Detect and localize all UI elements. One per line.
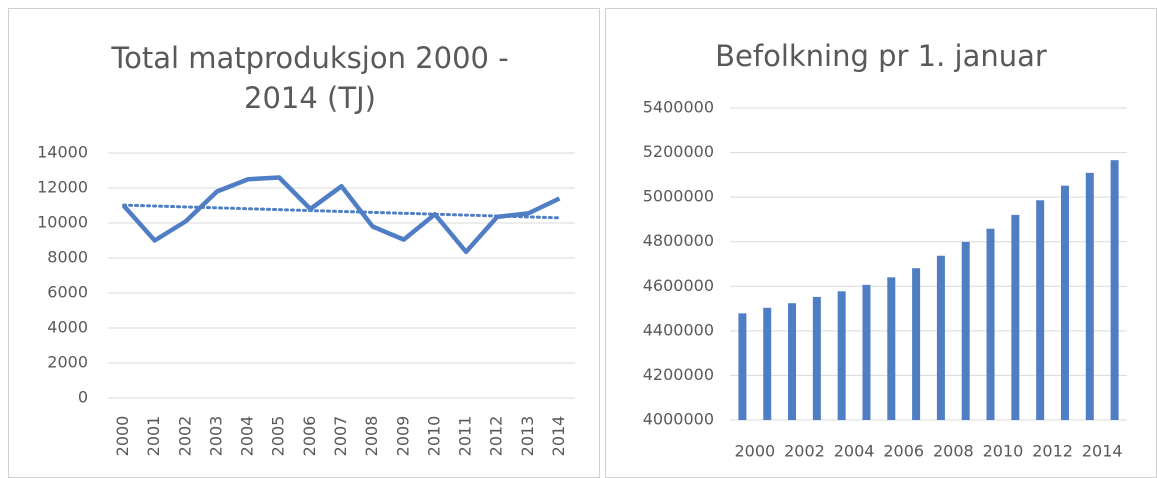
bar [961, 241, 970, 420]
x-tick-label: 2002 [784, 442, 825, 461]
bar [812, 296, 821, 420]
y-tick-label: 8000 [47, 248, 88, 267]
y-tick-label: 10000 [37, 213, 88, 232]
x-tick-label: 2000 [113, 416, 132, 457]
bar [837, 291, 846, 420]
y-tick-label: 4400000 [643, 320, 714, 339]
y-tick-label: 12000 [37, 178, 88, 197]
x-tick-label: 2000 [734, 442, 775, 461]
x-tick-label: 2012 [1032, 442, 1073, 461]
bar [763, 307, 772, 420]
x-tick-label: 2012 [487, 416, 506, 457]
y-tick-label: 14000 [37, 143, 88, 162]
x-tick-label: 2011 [456, 416, 475, 457]
bar [986, 228, 995, 420]
bar [1060, 185, 1069, 420]
x-tick-label: 2014 [549, 416, 568, 457]
x-tick-label: 2001 [144, 416, 163, 457]
x-tick-label: 2007 [331, 416, 350, 457]
y-tick-label: 5000000 [643, 187, 714, 206]
x-tick-label: 2010 [424, 416, 443, 457]
x-tick-label: 2008 [362, 416, 381, 457]
bar [738, 313, 747, 420]
x-tick-label: 2009 [393, 416, 412, 457]
x-tick-label: 2014 [1082, 442, 1123, 461]
x-tick-label: 2004 [238, 416, 257, 457]
trendline [122, 203, 561, 220]
y-tick-label: 4000 [47, 318, 88, 337]
x-tick-label: 2003 [206, 416, 225, 457]
line [121, 175, 561, 255]
bar [1085, 172, 1094, 420]
chart-left: 0 2000 4000 6000 8000 10000 12000 14000 2000 2001… [37, 143, 575, 457]
bar [788, 303, 797, 420]
y-tick-label: 4200000 [643, 365, 714, 384]
y-tick-label: 6000 [47, 283, 88, 302]
x-tick-label: 2008 [933, 442, 974, 461]
y-tick-label: 4600000 [643, 276, 714, 295]
chart-title: Befolkning pr 1. januar [715, 39, 1047, 73]
y-tick-label: 4800000 [643, 231, 714, 250]
x-tick-label: 2005 [269, 416, 288, 457]
bar [1011, 214, 1020, 420]
chart-title: Total matproduksjon 2000 - 2014 (TJ) [111, 41, 509, 115]
y-tick-label: 5200000 [643, 142, 714, 161]
bar [1036, 200, 1045, 420]
y-tick-label: 5400000 [643, 98, 714, 117]
chart-right: 4000000 4200000 4400000 4600000 4800000 50000… [643, 98, 1127, 461]
x-tick-label: 2004 [834, 442, 875, 461]
x-tick-label: 2010 [983, 442, 1024, 461]
bar [887, 277, 896, 420]
y-tick-label: 2000 [47, 353, 88, 372]
x-tick-label: 2013 [518, 416, 537, 457]
x-tick-label: 2002 [175, 416, 194, 457]
y-tick-label: 4000000 [643, 410, 714, 429]
x-tick-label: 2006 [883, 442, 924, 461]
bar [912, 268, 921, 420]
bar [862, 284, 871, 420]
y-tick-label: 0 [78, 388, 88, 407]
x-tick-label: 2006 [300, 416, 319, 457]
bar [1110, 160, 1119, 421]
bar [936, 255, 945, 420]
